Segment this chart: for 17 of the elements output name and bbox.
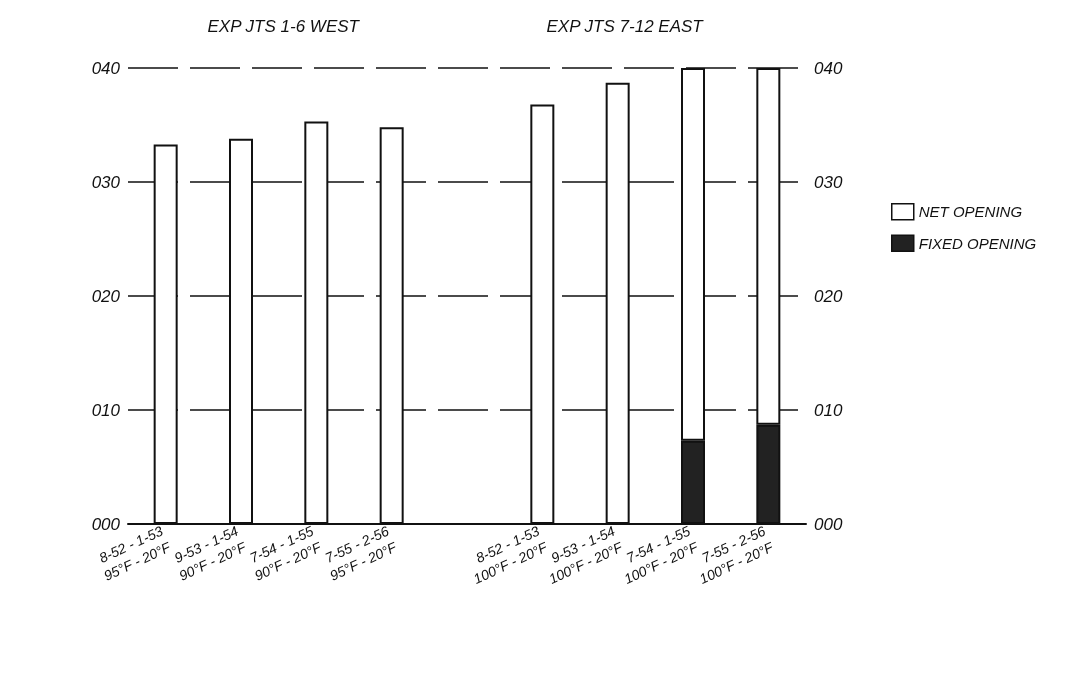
legend-label: NET OPENING: [918, 203, 1023, 221]
y-tick-label: 020: [91, 286, 121, 306]
y2-tick-label: 010: [814, 400, 843, 420]
y-tick-label: 030: [91, 172, 121, 192]
y2-tick-label: 020: [814, 286, 843, 306]
y2-tick-label: 040: [814, 58, 843, 78]
text: EXP JTS 7-12 EAST: [546, 17, 705, 36]
x-tick-label: 7-55 - 2-56 95°F - 20°F: [322, 522, 401, 584]
y-tick-label: 010: [91, 400, 121, 420]
x-tick-label: 9-53 - 1-54 90°F - 20°F: [171, 522, 250, 584]
y-tick-label: 040: [91, 58, 121, 78]
y-tick-label: 000: [91, 514, 121, 534]
text: EXP JTS 1-6 WEST: [207, 17, 361, 36]
y2-tick-label: 030: [814, 172, 843, 192]
x-tick-label: 7-54 - 1-55 90°F - 20°F: [247, 522, 325, 584]
legend-label: FIXED OPENING: [918, 234, 1037, 252]
y2-tick-label: 000: [814, 514, 843, 534]
